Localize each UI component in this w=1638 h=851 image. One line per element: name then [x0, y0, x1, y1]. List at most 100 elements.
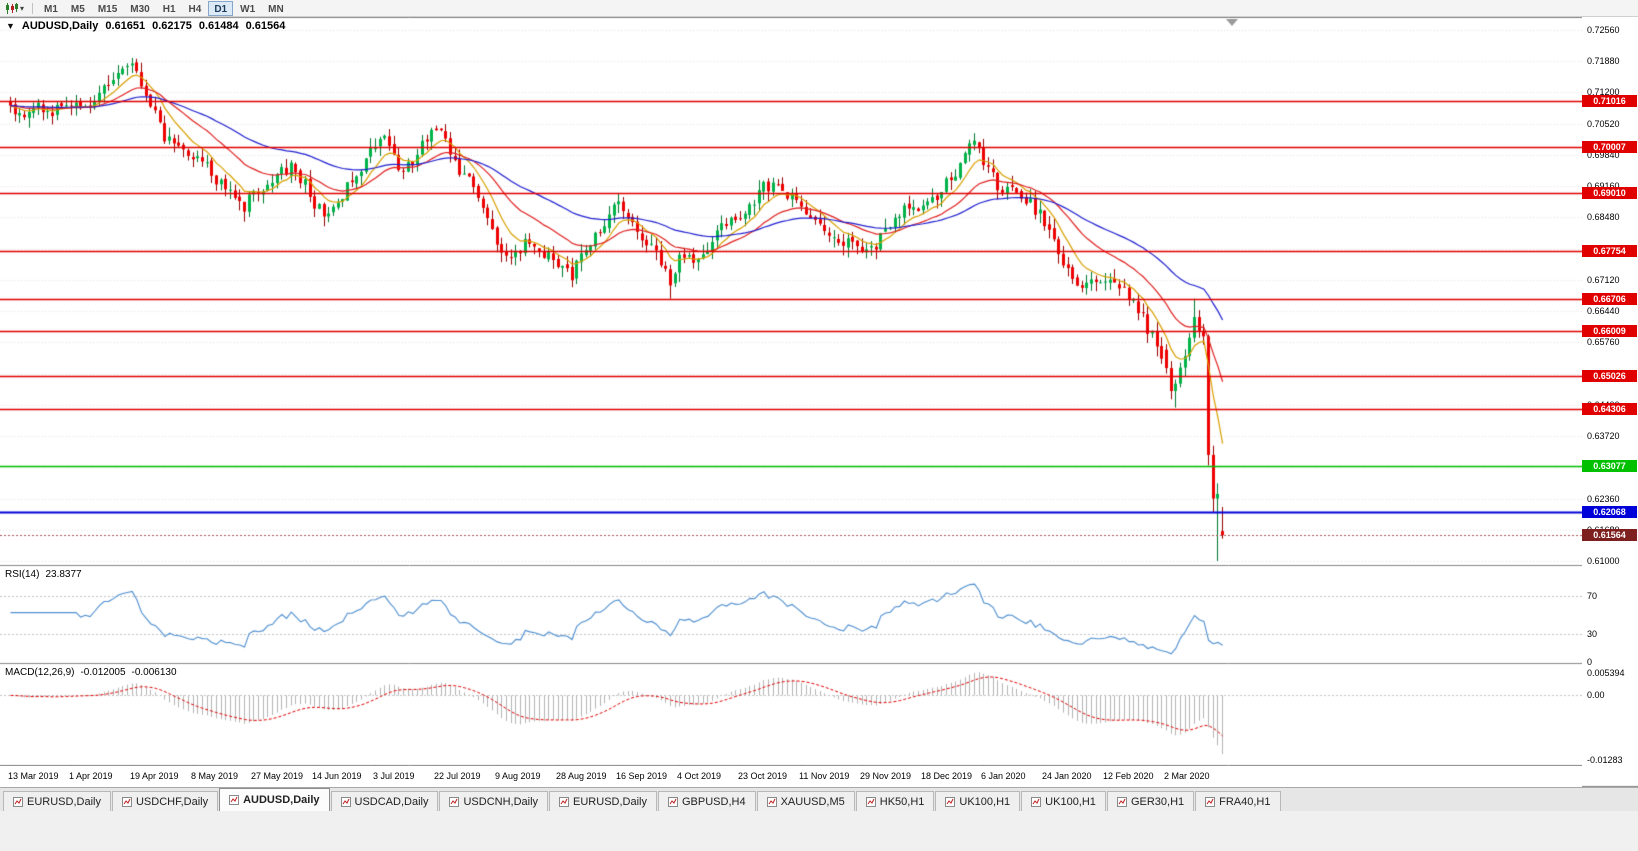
price-level-badge: 0.64306 [1582, 403, 1637, 415]
price-tick: 0.65760 [1587, 337, 1620, 347]
toolbar-separator [32, 2, 34, 14]
timeframe-button-d1[interactable]: D1 [208, 0, 234, 16]
timeframe-button-mn[interactable]: MN [268, 3, 284, 15]
date-label: 19 Apr 2019 [130, 771, 179, 781]
tab-chart-icon [766, 796, 777, 807]
chart-type-icon[interactable] [4, 1, 19, 16]
price-level-badge: 0.66009 [1582, 325, 1637, 337]
tab-chart-icon [229, 795, 240, 805]
ohlc-close: 0.61564 [245, 20, 286, 32]
date-label: 27 May 2019 [251, 771, 304, 781]
chart-type-dropdown-icon[interactable]: ▾ [20, 3, 25, 13]
chart-tab-eurusd-daily[interactable]: EURUSD,Daily [549, 791, 657, 811]
price-tick: 0.72560 [1587, 25, 1620, 35]
tab-chart-icon [668, 796, 678, 807]
price-tick: 0.69160 [1587, 181, 1620, 191]
one-click-trading-icon[interactable]: ▼ [6, 21, 15, 31]
tab-label: UK100,H1 [959, 795, 1011, 808]
tab-chart-icon [340, 796, 351, 807]
price-tick: 0.69840 [1587, 150, 1620, 160]
macd-tick: 0.005394 [1587, 668, 1625, 678]
macd-indicator-name: MACD(12,26,9) [5, 667, 75, 678]
chart-tab-fra40-h1[interactable]: FRA40,H1 [1195, 791, 1281, 811]
price-tick: 0.66440 [1587, 306, 1620, 316]
tab-label: USDCHF,Daily [135, 795, 209, 808]
rsi-tick: 70 [1587, 591, 1598, 601]
ohlc-high: 0.62175 [152, 20, 192, 32]
date-label: 1 Apr 2019 [69, 771, 113, 781]
date-label: 13 Mar 2019 [8, 771, 59, 781]
price-scale[interactable]: 0.72560 0.71880 0.71200 0.70520 0.69840 0.691… [1582, 17, 1638, 766]
timeframe-buttons: M1 M5 M15 M30 H1 H4 D1 W1 MN [38, 0, 290, 16]
timeframe-button-h1[interactable]: H1 [162, 3, 176, 15]
date-label: 11 Nov 2019 [799, 771, 850, 781]
price-level-badge: 0.70007 [1582, 141, 1637, 153]
tab-chart-icon [945, 796, 956, 807]
timeframe-button-m5[interactable]: M5 [70, 3, 85, 15]
tab-chart-icon [559, 796, 570, 807]
date-label: 22 Jul 2019 [434, 771, 481, 781]
date-label: 18 Dec 2019 [921, 771, 973, 781]
price-tick: 0.71880 [1587, 56, 1620, 66]
timeframe-button-h4[interactable]: H4 [188, 3, 202, 15]
price-level-badge: 0.69010 [1582, 187, 1637, 199]
date-label: 2 Mar 2020 [1164, 771, 1210, 781]
tab-chart-icon [449, 796, 460, 807]
price-tick: 0.63720 [1587, 431, 1620, 441]
tab-label: EURUSD,Daily [573, 795, 647, 808]
rsi-tick: 30 [1587, 629, 1598, 639]
timeframe-button-m15[interactable]: M15 [97, 3, 118, 15]
chart-ohlc-title: ▼ AUDUSD,Daily 0.61651 0.62175 0.61484 0… [6, 20, 285, 32]
date-label: 24 Jan 2020 [1042, 771, 1092, 781]
rsi-panel-label: RSI(14) 23.8377 [5, 569, 82, 580]
date-label: 8 May 2019 [191, 771, 239, 781]
macd-main-value: -0.012005 [80, 667, 126, 678]
price-level-badge: 0.62068 [1582, 506, 1637, 518]
price-level-badge: 0.66706 [1582, 293, 1637, 305]
chart-tab-bar: EURUSD,Daily USDCHF,Daily AUDUSD,Daily USDC… [0, 787, 1638, 811]
price-level-badge: 0.63077 [1582, 460, 1637, 472]
price-level-badge: 0.71016 [1582, 95, 1637, 107]
tab-label: FRA40,H1 [1219, 795, 1271, 808]
date-label: 14 Jun 2019 [312, 771, 362, 781]
tab-chart-icon [13, 796, 23, 807]
price-tick: 0.62360 [1587, 494, 1620, 504]
tab-label: HK50,H1 [879, 795, 925, 808]
chart-tab-gbpusd-h4[interactable]: GBPUSD,H4 [658, 791, 756, 811]
time-scale[interactable]: 13 Mar 2019 1 Apr 2019 19 Apr 2019 8 May 20… [0, 766, 1582, 787]
date-label: 6 Jan 2020 [981, 771, 1026, 781]
chart-tab-uk100-h1[interactable]: UK100,H1 [1021, 791, 1106, 811]
chart-tab-hk50-h1[interactable]: HK50,H1 [855, 791, 935, 811]
chart-tab-usdcad-daily[interactable]: USDCAD,Daily [330, 791, 439, 811]
macd-panel-label: MACD(12,26,9) -0.012005 -0.006130 [5, 667, 177, 678]
ohlc-low: 0.61484 [198, 20, 239, 32]
tab-label: XAUUSD,M5 [780, 795, 845, 808]
timeframe-button-w1[interactable]: W1 [240, 3, 256, 15]
date-label: 28 Aug 2019 [556, 771, 607, 781]
date-label: 4 Oct 2019 [677, 771, 722, 781]
date-label: 12 Feb 2020 [1103, 771, 1154, 781]
chart-tab-eurusd-daily[interactable]: EURUSD,Daily [3, 791, 111, 811]
chart-tab-xauusd-m5[interactable]: XAUUSD,M5 [756, 791, 855, 811]
chart-tab-ger30-h1[interactable]: GER30,H1 [1106, 791, 1195, 811]
chart-tab-usdchf-daily[interactable]: USDCHF,Daily [111, 791, 219, 811]
window-background [0, 811, 1638, 851]
chart-canvas[interactable] [0, 17, 1638, 787]
price-tick: 0.71200 [1587, 87, 1620, 97]
timeframe-button-m30[interactable]: M30 [130, 3, 150, 15]
tab-label: AUDUSD,Daily [243, 794, 320, 806]
rsi-tick: 0 [1587, 657, 1593, 667]
date-label: 29 Nov 2019 [860, 771, 912, 781]
chart-tab-uk100-h1[interactable]: UK100,H1 [935, 791, 1021, 811]
ohlc-open: 0.61651 [105, 20, 146, 32]
tab-chart-icon [865, 796, 876, 807]
macd-signal-value: -0.006130 [131, 667, 177, 678]
chart-tab-usdcnh-daily[interactable]: USDCNH,Daily [439, 791, 549, 811]
chart-tab-audusd-daily[interactable]: AUDUSD,Daily [219, 788, 330, 811]
price-tick: 0.68480 [1587, 212, 1620, 222]
macd-tick: -0.01283 [1587, 755, 1623, 765]
tab-label: UK100,H1 [1045, 795, 1096, 808]
date-label: 16 Sep 2019 [616, 771, 668, 781]
timeframe-button-m1[interactable]: M1 [44, 3, 58, 15]
